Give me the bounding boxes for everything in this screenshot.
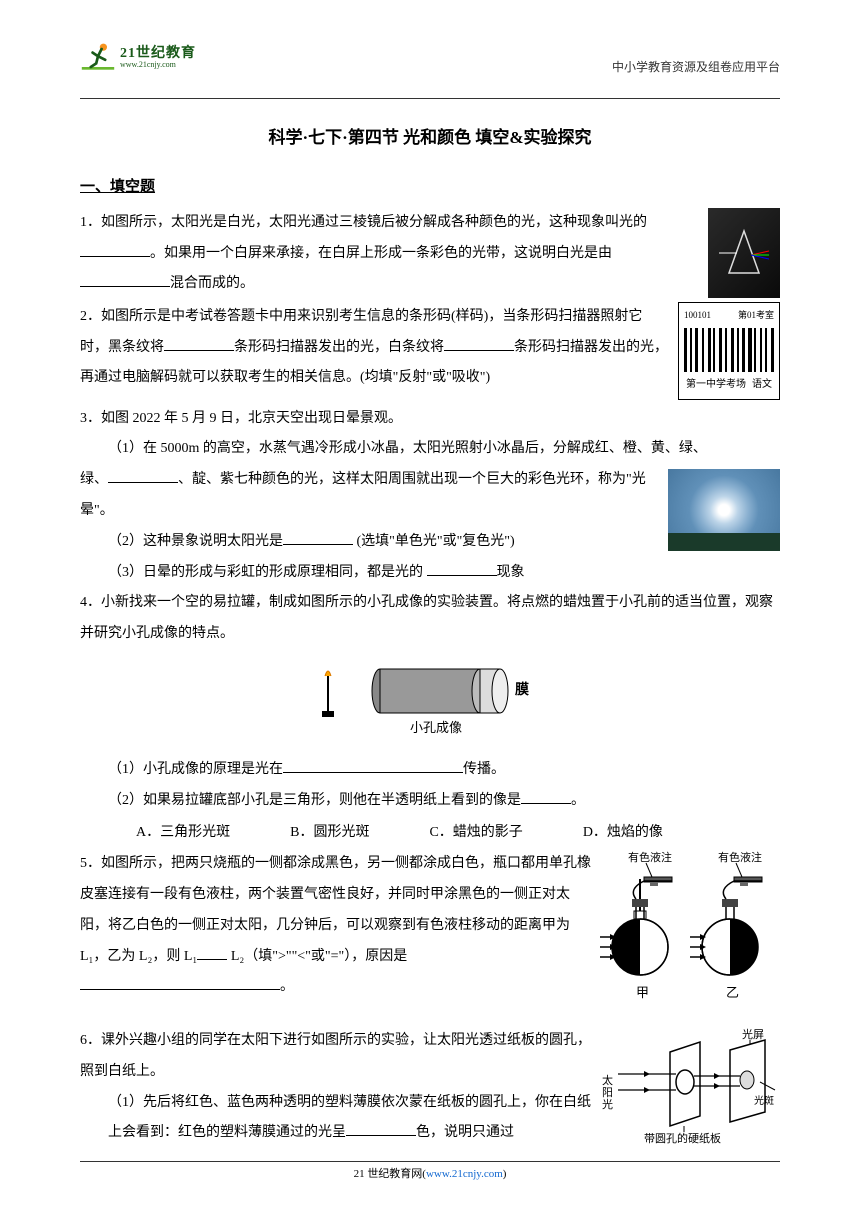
- logo-main-text: 21世纪教育: [120, 46, 196, 61]
- blank[interactable]: [521, 786, 571, 804]
- option-b[interactable]: B．圆形光斑: [290, 818, 369, 849]
- header-divider: [80, 98, 780, 99]
- barcode-school: 第一中学考场: [686, 374, 746, 396]
- question-5: 有色液注 有色液注 甲: [80, 849, 780, 1026]
- pinhole-figure: 膜 小孔成像: [80, 656, 780, 749]
- q5-text-1: 5．如图所示，把两只烧瓶的一侧都涂成黑色，另一侧都涂成白色，瓶口都用单孔橡皮塞连…: [80, 856, 591, 963]
- pinhole-caption: 小孔成像: [410, 720, 462, 735]
- q6-p1b: 色，说明只通过: [416, 1125, 514, 1140]
- blank[interactable]: [283, 527, 353, 545]
- barcode-number: 100101: [684, 306, 711, 326]
- q5-text-2: L₂（填">""<"或"="），原因是: [231, 949, 407, 964]
- q1-text-3: 混合而成的。: [170, 276, 254, 291]
- q4-intro: 4．小新找来一个空的易拉罐，制成如图所示的小孔成像的实验装置。将点燃的蜡烛置于小…: [80, 588, 780, 650]
- q4-p2b: 。: [571, 793, 585, 808]
- page-footer: 21 世纪教育网(www.21cnjy.com): [0, 1162, 860, 1186]
- blank[interactable]: [80, 972, 280, 990]
- question-6: 光屏 太 阳 光 光斑 带圆孔的硬纸板 6．课外兴趣小组的同学在太阳: [80, 1026, 780, 1149]
- q4-p2a: （2）如果易拉罐底部小孔是三角形，则他在半透明纸上看到的像是: [108, 793, 521, 808]
- question-1: 1．如图所示，太阳光是白光，太阳光通过三棱镜后被分解成各种颜色的光，这种现象叫光…: [80, 208, 780, 302]
- svg-text:膜: 膜: [515, 681, 529, 698]
- screen-image: 光屏 太 阳 光 光斑 带圆孔的硬纸板: [600, 1026, 780, 1159]
- section-header: 一、填空题: [80, 171, 780, 204]
- page-header: 21世纪教育 www.21cnjy.com 中小学教育资源及组卷应用平台: [80, 40, 780, 88]
- svg-text:太: 太: [602, 1074, 613, 1087]
- options-row: A．三角形光斑 B．圆形光斑 C．蜡烛的影子 D．烛焰的像: [80, 818, 780, 849]
- blank[interactable]: [444, 333, 514, 351]
- q2-text-2: 条形码扫描器发出的光，白条纹将: [234, 340, 444, 355]
- q3-p2b: (选填"单色光"或"复色光"): [353, 534, 515, 549]
- svg-text:光斑: 光斑: [754, 1094, 774, 1107]
- blank[interactable]: [80, 269, 170, 287]
- option-a[interactable]: A．三角形光斑: [136, 818, 230, 849]
- blank[interactable]: [197, 942, 227, 960]
- option-d[interactable]: D．烛焰的像: [583, 818, 663, 849]
- q5-text-3: 。: [280, 979, 294, 994]
- q3-p2a: （2）这种景象说明太阳光是: [108, 534, 283, 549]
- option-c[interactable]: C．蜡烛的影子: [429, 818, 522, 849]
- q3-p3b: 现象: [497, 565, 525, 580]
- q3-p1a: （1）在 5000m 的高空，水蒸气遇冷形成小冰晶，太阳光照射小冰晶后，分解成红…: [108, 441, 707, 456]
- footer-link[interactable]: www.21cnjy.com: [426, 1168, 503, 1180]
- blank[interactable]: [164, 333, 234, 351]
- footer-text-2: ): [503, 1168, 507, 1180]
- page-title: 科学·七下·第四节 光和颜色 填空&实验探究: [80, 119, 780, 156]
- svg-text:乙: 乙: [726, 985, 739, 1000]
- logo-sub-text: www.21cnjy.com: [120, 61, 196, 70]
- blank[interactable]: [346, 1118, 416, 1136]
- q3-intro: 3．如图 2022 年 5 月 9 日，北京天空出现日晕景观。: [80, 404, 780, 435]
- q4-p1b: 传播。: [463, 762, 505, 777]
- blank[interactable]: [108, 465, 178, 483]
- svg-text:甲: 甲: [636, 985, 649, 1000]
- barcode-subject: 语文: [752, 374, 772, 396]
- blank[interactable]: [427, 558, 497, 576]
- header-right-text: 中小学教育资源及组卷应用平台: [612, 54, 780, 80]
- logo: 21世纪教育 www.21cnjy.com: [80, 40, 196, 76]
- blank[interactable]: [283, 755, 463, 773]
- barcode-image: 100101 第01考室 第一中学考场 语文: [678, 302, 780, 400]
- barcode-lines: [682, 328, 776, 372]
- question-3: 3．如图 2022 年 5 月 9 日，北京天空出现日晕景观。 （1）在 500…: [80, 404, 780, 589]
- svg-text:有色液注: 有色液注: [628, 850, 672, 864]
- q1-text-1: 1．如图所示，太阳光是白光，太阳光通过三棱镜后被分解成各种颜色的光，这种现象叫光…: [80, 215, 647, 230]
- svg-text:有色液注: 有色液注: [718, 850, 762, 864]
- svg-text:光: 光: [602, 1097, 613, 1111]
- svg-text:阳: 阳: [602, 1086, 613, 1099]
- svg-text:带圆孔的硬纸板: 带圆孔的硬纸板: [644, 1131, 721, 1145]
- blank[interactable]: [80, 239, 150, 257]
- flask-image: 有色液注 有色液注 甲: [600, 849, 780, 1022]
- footer-text-1: 21 世纪教育网(: [354, 1168, 426, 1180]
- runner-icon: [80, 40, 116, 76]
- svg-text:光屏: 光屏: [742, 1027, 764, 1041]
- halo-image: [668, 469, 780, 551]
- barcode-room: 第01考室: [738, 306, 774, 326]
- question-2: 100101 第01考室 第一中学考场 语文 2．如图所示是中考试卷答题卡中用来: [80, 302, 780, 404]
- q3-p3a: （3）日晕的形成与彩虹的形成原理相同，都是光的: [108, 565, 427, 580]
- q1-text-2: 。如果用一个白屏来承接，在白屏上形成一条彩色的光带，这说明白光是由: [150, 246, 612, 261]
- prism-image: [708, 208, 780, 298]
- question-4: 4．小新找来一个空的易拉罐，制成如图所示的小孔成像的实验装置。将点燃的蜡烛置于小…: [80, 588, 780, 849]
- q4-p1a: （1）小孔成像的原理是光在: [108, 762, 283, 777]
